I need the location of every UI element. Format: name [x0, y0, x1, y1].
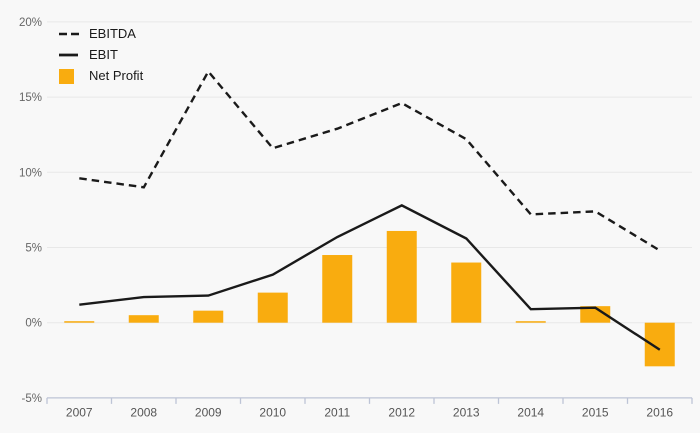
x-axis-label-2009: 2009 [195, 405, 222, 419]
ebitda-line [79, 69, 661, 252]
legend-label-ebitda: EBITDA [89, 26, 136, 41]
y-axis-label-5%: 5% [25, 243, 42, 255]
x-axis-label-2015: 2015 [582, 405, 609, 419]
bar-swatch-icon [59, 68, 74, 84]
bar-2009 [193, 310, 224, 323]
y-axis-label--5%: -5% [22, 393, 42, 405]
y-axis-label-15%: 15% [19, 92, 42, 104]
bar-2012 [386, 230, 417, 323]
y-axis-label-20%: 20% [19, 17, 42, 29]
solid-line-swatch-icon [59, 53, 78, 57]
bar-2014 [515, 321, 546, 323]
legend-label-ebit: EBIT [89, 47, 118, 62]
y-axis-label-10%: 10% [19, 167, 42, 179]
x-axis-label-2013: 2013 [453, 405, 480, 419]
bar-2013 [451, 262, 482, 323]
x-axis-label-2016: 2016 [646, 405, 673, 419]
y-axis-label-0%: 0% [25, 318, 42, 330]
chart-legend: EBITDA EBIT Net Profit [59, 26, 143, 84]
ebit-line [79, 204, 661, 351]
x-axis-label-2011: 2011 [324, 405, 350, 419]
x-axis-label-2010: 2010 [259, 405, 286, 419]
bar-2011 [322, 255, 353, 323]
bar-2007 [64, 321, 95, 323]
x-axis-label-2007: 2007 [66, 405, 93, 419]
x-axis-label-2014: 2014 [517, 405, 544, 419]
dashed-line-swatch-icon [59, 32, 81, 36]
x-axis-label-2008: 2008 [130, 405, 157, 419]
legend-label-net-profit: Net Profit [89, 68, 144, 83]
bar-2016 [644, 322, 675, 367]
legend-item-net-profit: Net Profit [59, 68, 143, 84]
bar-2010 [257, 292, 288, 323]
legend-item-ebit: EBIT [59, 47, 143, 63]
x-axis-label-2012: 2012 [388, 405, 415, 419]
bar-2015 [580, 306, 611, 323]
legend-item-ebitda: EBITDA [59, 26, 143, 42]
bar-2008 [128, 315, 159, 323]
